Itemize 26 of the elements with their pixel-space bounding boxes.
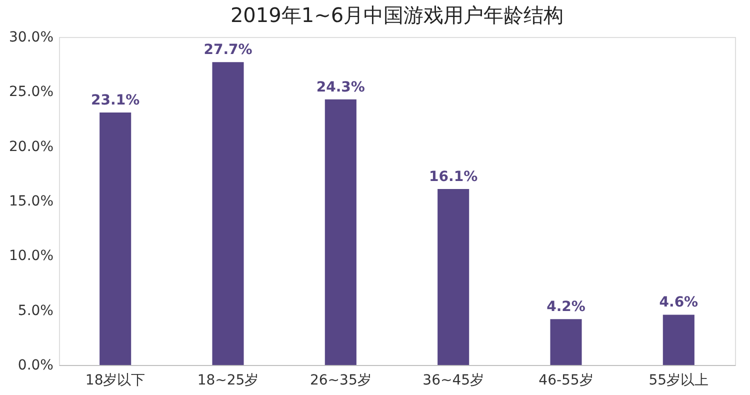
data-label: 4.6% bbox=[659, 294, 698, 311]
y-tick-label: 25.0% bbox=[9, 84, 54, 100]
data-label: 16.1% bbox=[429, 168, 478, 185]
data-label: 27.7% bbox=[204, 42, 252, 58]
bar bbox=[550, 319, 582, 365]
y-tick-label: 15.0% bbox=[9, 194, 54, 210]
y-tick-label: 0.0% bbox=[18, 358, 54, 374]
x-tick-label: 18岁以下 bbox=[85, 372, 146, 388]
chart-title: 2019年1~6月中国游戏用户年龄结构 bbox=[230, 3, 564, 27]
data-label: 24.3% bbox=[316, 79, 365, 96]
bar bbox=[324, 99, 356, 365]
y-tick-label: 20.0% bbox=[9, 138, 54, 155]
y-tick-label: 5.0% bbox=[18, 302, 54, 319]
data-label: 23.1% bbox=[91, 92, 140, 108]
x-tick-label: 36~45岁 bbox=[422, 372, 484, 388]
x-tick-label: 55岁以上 bbox=[648, 372, 709, 388]
data-label: 4.2% bbox=[546, 299, 586, 316]
y-tick-label: 10.0% bbox=[9, 248, 54, 264]
bar bbox=[100, 112, 132, 365]
bar bbox=[438, 188, 470, 365]
bar bbox=[212, 62, 244, 365]
x-tick-label: 18~25岁 bbox=[197, 372, 259, 388]
x-tick-label: 26~35岁 bbox=[310, 372, 372, 388]
y-tick-label: 30.0% bbox=[9, 30, 54, 46]
x-tick-label: 46-55岁 bbox=[538, 372, 594, 388]
bar bbox=[662, 314, 694, 365]
